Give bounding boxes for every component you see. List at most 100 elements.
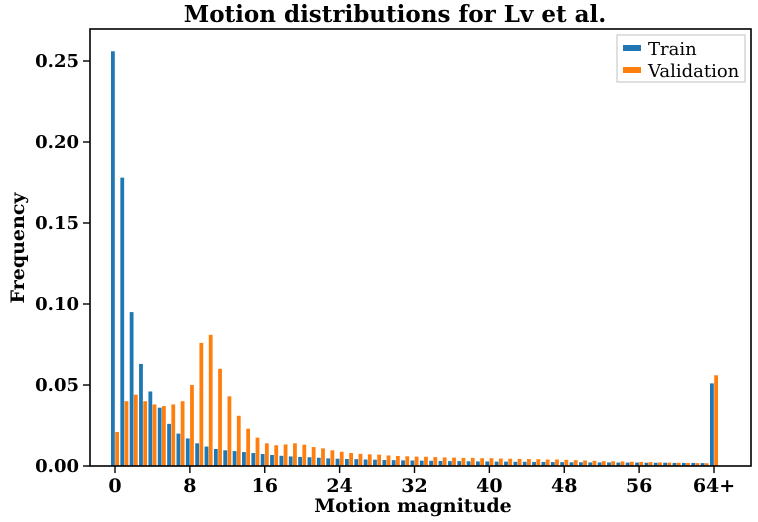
- validation-bar: [293, 443, 297, 466]
- validation-bar: [629, 461, 634, 466]
- validation-bar: [470, 457, 475, 466]
- validation-bar: [573, 460, 578, 466]
- legend: Train Validation: [616, 34, 746, 83]
- train-bar: [185, 438, 190, 466]
- validation-bar: [498, 458, 503, 466]
- train-bar: [307, 457, 312, 466]
- validation-bar: [218, 368, 222, 466]
- train-bar: [391, 460, 396, 466]
- x-tick-label: 56: [626, 475, 652, 497]
- train-bar: [691, 462, 696, 466]
- train-bar: [242, 452, 246, 466]
- y-tick-label: 0.20: [35, 132, 79, 153]
- train-bar: [363, 459, 368, 466]
- validation-bar: [358, 453, 363, 466]
- x-tick-label: 48: [551, 475, 577, 497]
- train-bar: [700, 463, 705, 466]
- validation-bar: [555, 459, 559, 466]
- validation-bar: [704, 463, 709, 466]
- train-bar: [288, 456, 293, 466]
- train-bar: [176, 433, 181, 466]
- train-bar: [522, 461, 527, 466]
- train-bar: [532, 461, 536, 466]
- validation-bar: [330, 450, 335, 466]
- validation-bar: [667, 462, 672, 466]
- validation-bar: [545, 459, 550, 466]
- train-bar: [607, 462, 611, 466]
- train-bar: [111, 51, 115, 466]
- validation-bar: [161, 406, 166, 466]
- validation-bar: [264, 443, 269, 466]
- train-bar: [419, 460, 424, 466]
- train-bar: [354, 459, 359, 466]
- y-axis-ticks: 0.00 0.05 0.10 0.15 0.20 0.25: [35, 51, 90, 477]
- train-bar: [213, 448, 218, 466]
- validation-bar: [321, 448, 325, 466]
- validation-bar: [452, 457, 456, 466]
- x-tick-label: 8: [183, 475, 196, 497]
- validation-bar: [386, 455, 391, 466]
- train-bar: [298, 456, 302, 466]
- validation-bar: [133, 394, 138, 466]
- train-bar: [232, 451, 237, 466]
- train-bar: [129, 312, 134, 466]
- validation-bar: [395, 455, 400, 466]
- validation-bar: [302, 444, 307, 466]
- train-bar: [635, 462, 639, 466]
- validation-bar: [199, 342, 204, 466]
- train-bar: [710, 383, 714, 466]
- legend-label-validation: Validation: [647, 61, 740, 82]
- validation-bar: [658, 462, 662, 466]
- validation-bar: [648, 462, 653, 466]
- train-bar: [279, 455, 284, 466]
- validation-bar: [255, 437, 260, 466]
- validation-bar: [461, 457, 466, 466]
- validation-bar: [517, 458, 522, 466]
- validation-bar: [171, 404, 176, 466]
- x-tick-label: 32: [401, 475, 427, 497]
- validation-bar: [611, 461, 616, 466]
- train-bar: [335, 458, 340, 466]
- validation-bar: [115, 431, 119, 466]
- validation-bar: [283, 444, 288, 466]
- train-bar: [316, 457, 321, 466]
- validation-bar: [536, 459, 541, 466]
- train-bar: [344, 459, 349, 466]
- validation-bar: [686, 462, 690, 466]
- train-bar: [681, 462, 686, 466]
- legend-swatch-validation: [623, 67, 641, 73]
- train-bar: [260, 454, 265, 466]
- train-bar: [157, 407, 162, 466]
- train-bar: [457, 461, 462, 466]
- train-bar: [513, 461, 518, 466]
- validation-bar: [208, 334, 213, 466]
- train-bar: [644, 462, 649, 466]
- y-tick-label: 0.10: [35, 294, 79, 315]
- validation-bar: [143, 401, 148, 466]
- validation-bar: [695, 463, 700, 466]
- train-bar: [438, 460, 443, 466]
- legend-label-train: Train: [648, 39, 697, 60]
- train-bar: [447, 461, 452, 466]
- validation-bar: [405, 456, 410, 466]
- validation-bar: [508, 458, 513, 466]
- train-bar: [466, 461, 471, 466]
- y-axis-label: Frequency: [7, 192, 29, 304]
- y-tick-label: 0.25: [35, 51, 79, 72]
- train-bar: [653, 462, 658, 466]
- train-bar: [251, 453, 256, 466]
- validation-bar: [527, 459, 531, 466]
- train-bar: [663, 462, 668, 466]
- validation-bar: [480, 458, 485, 466]
- validation-bar: [180, 401, 185, 466]
- train-bar: [597, 462, 602, 466]
- train-bar: [195, 443, 200, 466]
- validation-bar: [601, 461, 606, 466]
- validation-bar: [190, 385, 194, 466]
- validation-bar: [714, 375, 718, 466]
- train-bar: [204, 446, 209, 466]
- x-tick-label: 16: [252, 475, 278, 497]
- train-bar: [494, 461, 499, 466]
- validation-bar: [676, 462, 681, 466]
- validation-bar: [124, 401, 129, 466]
